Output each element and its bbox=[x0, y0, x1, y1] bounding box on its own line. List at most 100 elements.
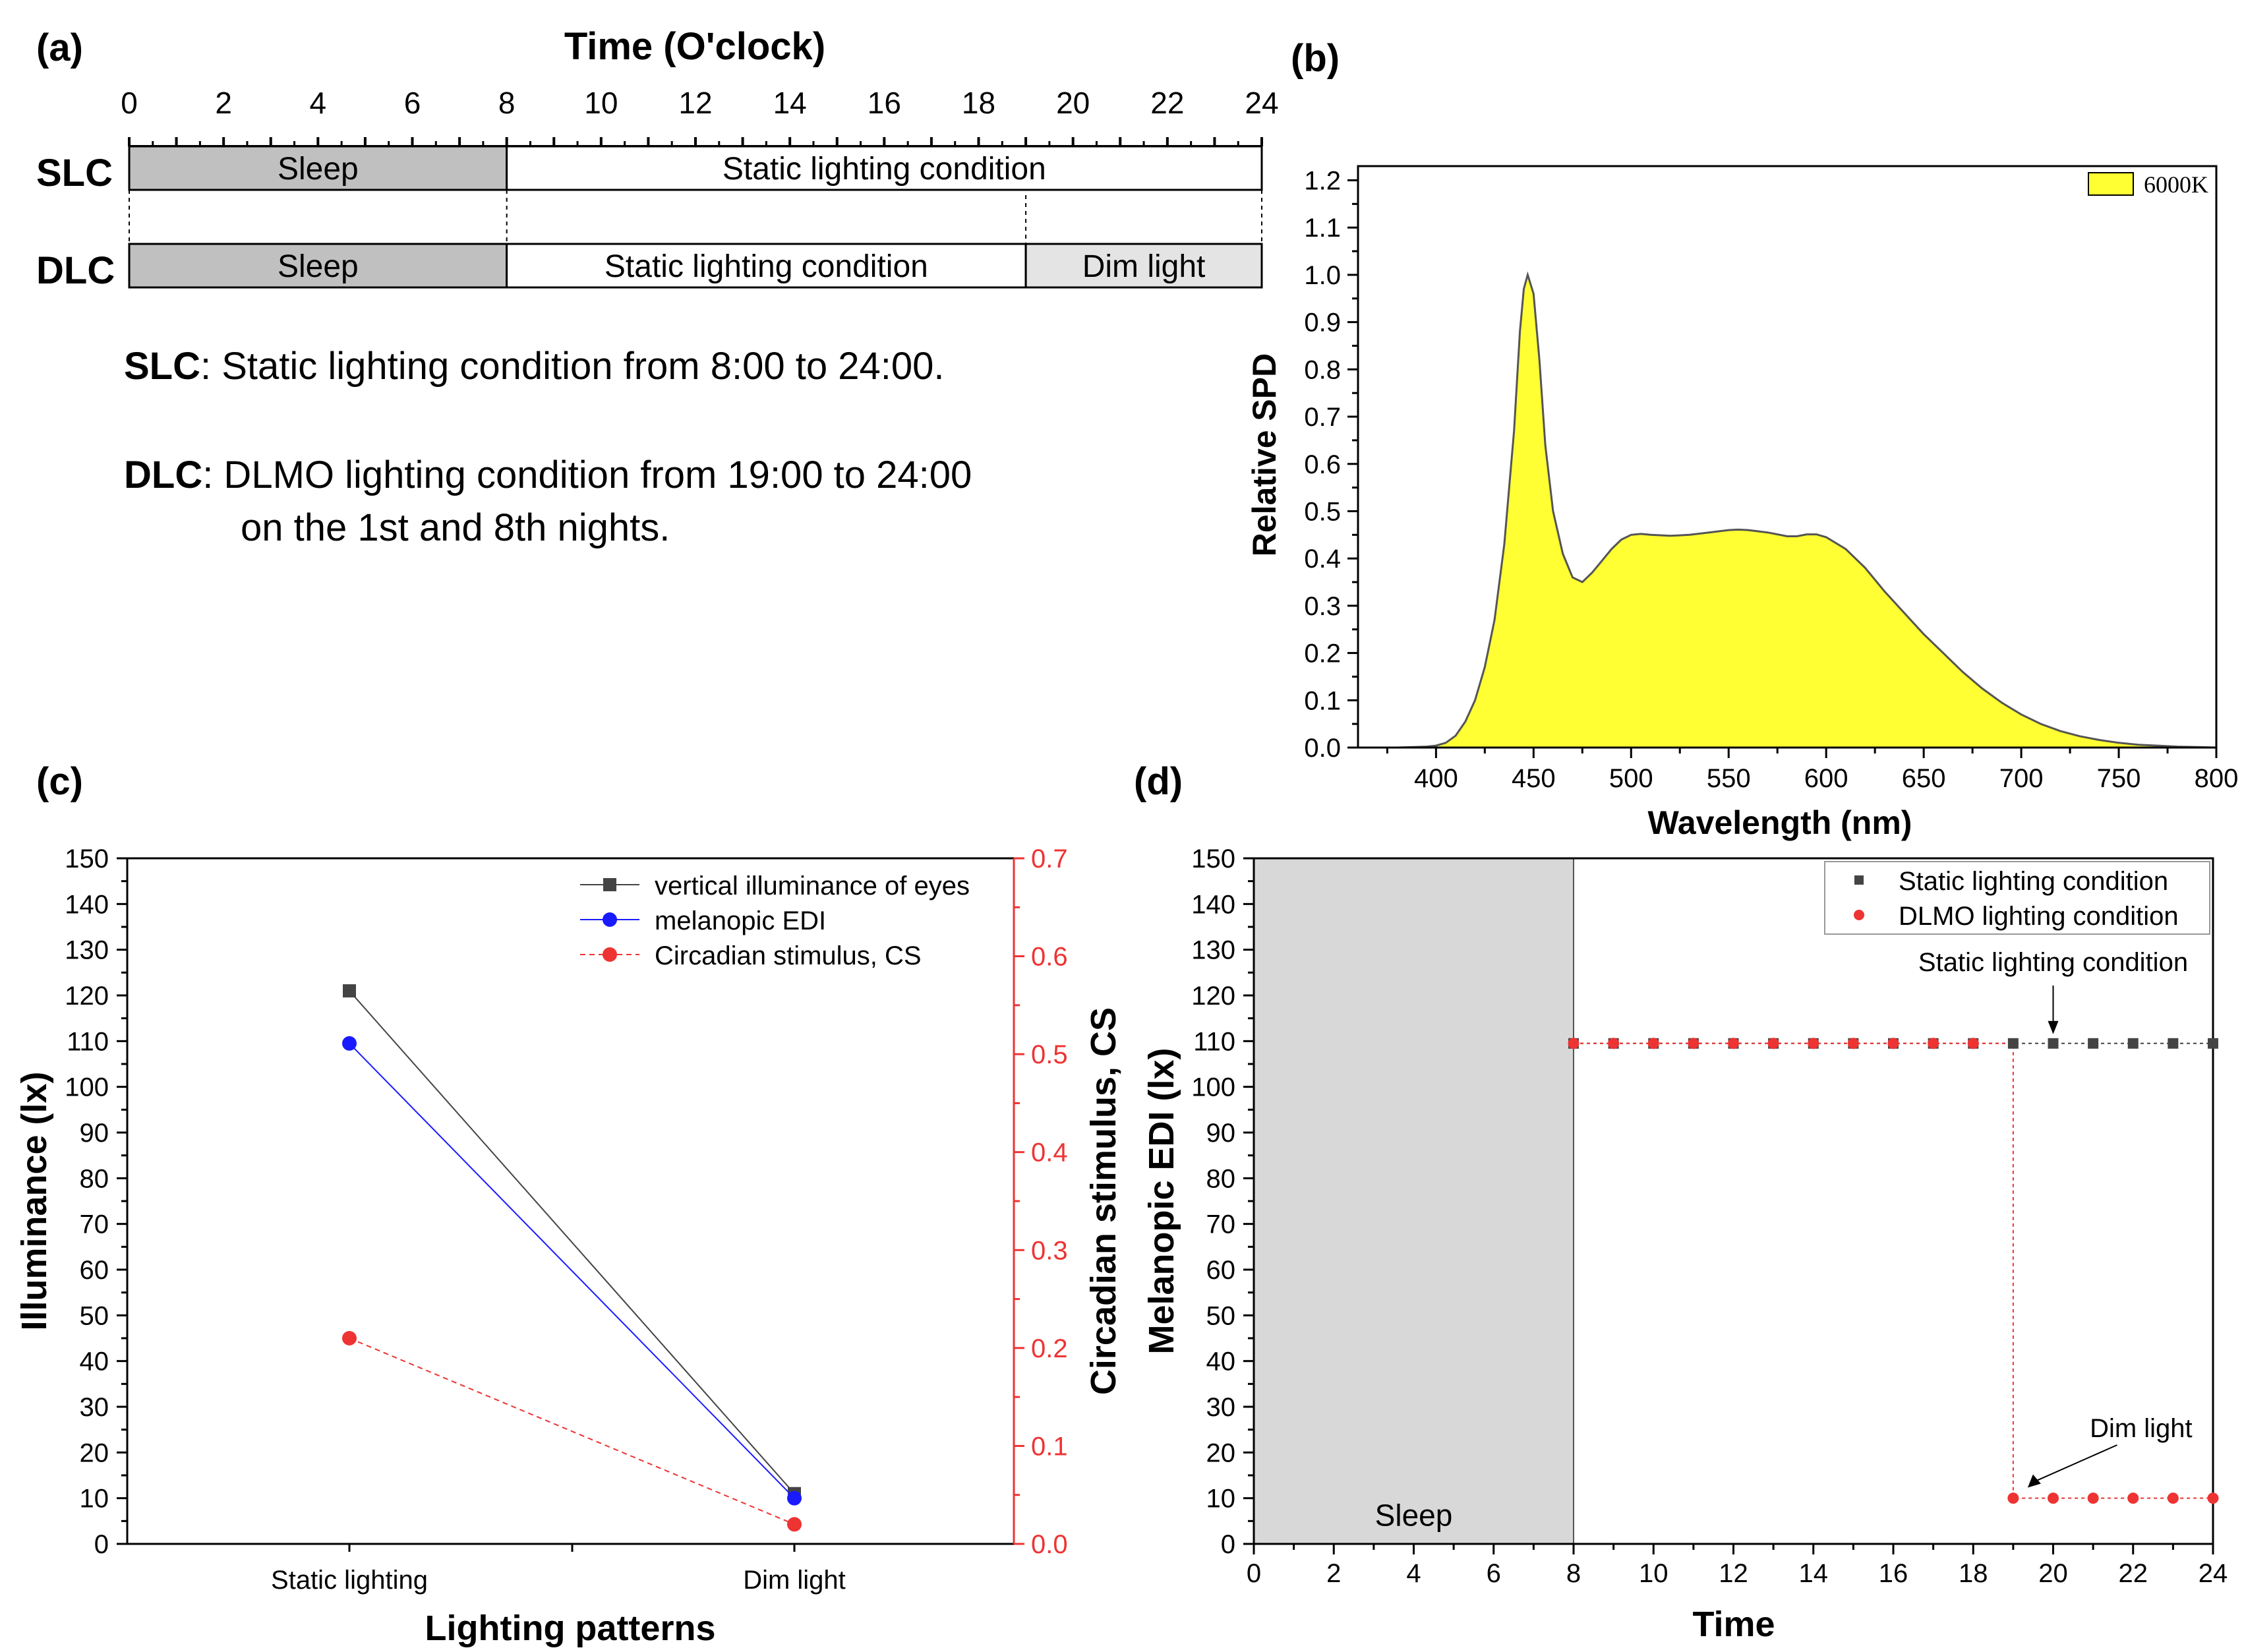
spd-y-tick-label: 0.0 bbox=[1304, 734, 1341, 763]
melanopic-x-tick-label: 12 bbox=[1719, 1559, 1748, 1588]
melanopic-x-tick-label: 0 bbox=[1247, 1559, 1261, 1588]
timeline-panel: Time (O'clock) 0 2 4 6 8 10 12 14 16 18 20 22 24 SLC… bbox=[36, 25, 1279, 549]
illuminance-legend: vertical illuminance of eyes melanopic ED… bbox=[580, 871, 970, 970]
illuminance-y-tick-label: 120 bbox=[65, 982, 109, 1011]
melanopic-legend: Static lighting condition DLMO lighting c… bbox=[1824, 861, 2210, 935]
melanopic-annotations: Static lighting condition Dim light bbox=[1918, 948, 2193, 1488]
spd-y-tick-label: 0.6 bbox=[1304, 450, 1341, 479]
series-line bbox=[1574, 1042, 2213, 1499]
data-point bbox=[2127, 1492, 2139, 1504]
spd-y-tick-label: 1.2 bbox=[1304, 167, 1341, 196]
data-point bbox=[1647, 1038, 1659, 1049]
data-point bbox=[1967, 1038, 1979, 1049]
annotation-dim: Dim light bbox=[2090, 1414, 2193, 1443]
legend-label: Circadian stimulus, CS bbox=[655, 941, 922, 970]
timeline-segment-label: Dim light bbox=[1082, 249, 1206, 284]
melanopic-y-tick-label: 100 bbox=[1191, 1073, 1235, 1102]
timeline-tick-label: 4 bbox=[310, 86, 327, 120]
spd-legend-label: 6000K bbox=[2144, 171, 2208, 198]
timeline-tick-label: 6 bbox=[404, 86, 421, 120]
illuminance-y-tick-label: 0 bbox=[94, 1530, 109, 1559]
illuminance-y-tick-label: 70 bbox=[80, 1210, 109, 1239]
melanopic-y-tick-label: 10 bbox=[1206, 1485, 1236, 1514]
melanopic-x-tick-label: 20 bbox=[2038, 1559, 2068, 1588]
data-point bbox=[2007, 1492, 2019, 1504]
melanopic-x-tick-label: 18 bbox=[1959, 1559, 1988, 1588]
spd-y-tick-label: 1.1 bbox=[1304, 214, 1341, 243]
cs-y-tick-label: 0.6 bbox=[1031, 943, 1068, 972]
spd-y-tick-label: 0.5 bbox=[1304, 497, 1341, 526]
illuminance-y-tick-label: 20 bbox=[80, 1438, 109, 1467]
melanopic-x-tick-label: 16 bbox=[1879, 1559, 1908, 1588]
timeline-segment-label: Static lighting condition bbox=[605, 249, 928, 284]
data-point bbox=[2007, 1038, 2019, 1049]
illuminance-y-tick-label: 100 bbox=[65, 1073, 109, 1102]
row-label-dlc: DLC bbox=[36, 249, 115, 292]
legend-label: Static lighting condition bbox=[1899, 867, 2168, 896]
illuminance-ylabel: Illuminance (lx) bbox=[15, 1071, 54, 1330]
spd-axes: 400 450 500 550 600 650 700 750 800 0.0 0.1 0.2 0.3 0… bbox=[1304, 167, 2238, 793]
spd-y-tick-label: 0.9 bbox=[1304, 309, 1341, 338]
melanopic-y-tick-label: 20 bbox=[1206, 1438, 1236, 1467]
spd-x-tick-label: 700 bbox=[1999, 764, 2044, 793]
spd-y-tick-label: 1.0 bbox=[1304, 261, 1341, 290]
spd-plot-frame bbox=[1357, 165, 2218, 749]
timeline-tick-label: 14 bbox=[773, 86, 807, 120]
melanopic-y-tick-label: 110 bbox=[1193, 1027, 1235, 1056]
spd-chart: 400 450 500 550 600 650 700 750 800 0.0 0.1 0.2 0.3 0… bbox=[1246, 165, 2238, 841]
melanopic-y-tick-label: 40 bbox=[1206, 1347, 1236, 1376]
cs-y-tick-label: 0.1 bbox=[1031, 1432, 1068, 1461]
spd-y-tick-label: 0.3 bbox=[1304, 592, 1341, 621]
timeline-tick-label: 10 bbox=[584, 86, 618, 120]
cs-ylabel: Circadian stimulus, CS bbox=[1084, 1007, 1123, 1395]
annotation-arrowhead bbox=[2048, 1020, 2059, 1034]
cs-y-tick-label: 0.5 bbox=[1031, 1040, 1068, 1069]
illuminance-y-tick-label: 90 bbox=[80, 1119, 109, 1148]
data-point bbox=[1767, 1038, 1779, 1049]
melanopic-x-tick-label: 10 bbox=[1639, 1559, 1668, 1588]
timeline-tick-label: 18 bbox=[962, 86, 995, 120]
spd-x-tick-label: 500 bbox=[1609, 764, 1653, 793]
data-point bbox=[1608, 1038, 1620, 1049]
row-label-slc: SLC bbox=[36, 152, 113, 194]
cs-y-tick-label: 0.0 bbox=[1031, 1530, 1068, 1559]
illuminance-y-tick-label: 80 bbox=[80, 1164, 109, 1193]
melanopic-y-tick-label: 120 bbox=[1191, 982, 1235, 1011]
melanopic-y-tick-label: 30 bbox=[1206, 1393, 1236, 1422]
melanopic-x-tick-label: 4 bbox=[1406, 1559, 1421, 1588]
data-point bbox=[1928, 1038, 1939, 1049]
spd-y-tick-label: 0.4 bbox=[1304, 545, 1341, 574]
legend-label: DLMO lighting condition bbox=[1899, 902, 2179, 931]
melanopic-x-tick-label: 22 bbox=[2119, 1559, 2148, 1588]
melanopic-y-tick-label: 0 bbox=[1221, 1530, 1235, 1559]
series-line bbox=[349, 1043, 795, 1499]
illuminance-axes: 0 10 20 30 40 50 60 70 80 90 100 110 120 130 140 150 0.0… bbox=[65, 844, 1067, 1595]
data-point bbox=[787, 1517, 802, 1532]
spd-ylabel: Relative SPD bbox=[1246, 353, 1283, 556]
spd-y-tick-label: 0.8 bbox=[1304, 355, 1341, 384]
spd-xlabel: Wavelength (nm) bbox=[1648, 804, 1912, 841]
illuminance-y-tick-label: 140 bbox=[65, 890, 109, 919]
timeline-segment bbox=[506, 243, 1027, 289]
melanopic-y-tick-label: 70 bbox=[1206, 1210, 1236, 1239]
data-point bbox=[1568, 1038, 1580, 1049]
spd-x-tick-label: 750 bbox=[2097, 764, 2141, 793]
data-point bbox=[2167, 1492, 2179, 1504]
spd-x-tick-label: 600 bbox=[1804, 764, 1848, 793]
data-point bbox=[342, 1036, 357, 1051]
melanopic-x-tick-label: 2 bbox=[1326, 1559, 1341, 1588]
melanopic-x-tick-label: 24 bbox=[2199, 1559, 2228, 1588]
melanopic-y-tick-label: 80 bbox=[1206, 1164, 1236, 1193]
data-point bbox=[1688, 1038, 1699, 1049]
illuminance-y-tick-label: 30 bbox=[80, 1393, 109, 1422]
panel-label-d: (d) bbox=[1134, 760, 1183, 803]
spd-x-tick-label: 650 bbox=[1902, 764, 1946, 793]
slc-description: SLC: Static lighting condition from 8:00… bbox=[124, 345, 944, 388]
sleep-label: Sleep bbox=[1375, 1498, 1453, 1532]
melanopic-xlabel: Time bbox=[1692, 1605, 1775, 1644]
data-point bbox=[2207, 1492, 2219, 1504]
legend-marker bbox=[603, 912, 617, 927]
timeline-segment bbox=[128, 243, 508, 289]
spd-x-tick-label: 400 bbox=[1414, 764, 1458, 793]
